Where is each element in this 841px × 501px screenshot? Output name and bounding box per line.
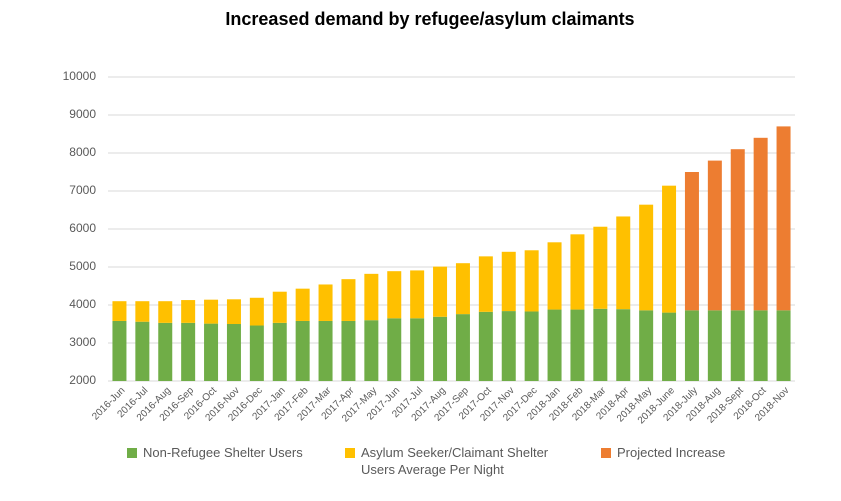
bar-segment [112,301,127,321]
legend-swatch [127,448,137,458]
bar-segment [204,299,219,324]
bar-segment [730,310,745,381]
bar-segment [455,263,470,315]
bar-segment [616,216,631,310]
bar-segment [158,322,173,381]
y-tick-label: 10000 [63,69,97,83]
bar-segment [570,309,585,381]
bar-segment [226,324,241,381]
chart-title: Increased demand by refugee/asylum claim… [225,9,634,29]
bar-segment [547,309,562,381]
bar-segment [387,271,402,319]
bar-segment [593,308,608,381]
bar-segment [364,273,379,321]
bar-segment [318,284,333,321]
bar-segment [662,185,677,313]
bar-segment [249,325,264,381]
bar-segment [753,137,768,311]
bar-segment [684,172,699,311]
bar-segment [639,310,654,381]
bar-segment [593,226,608,309]
bar-segment [455,314,470,381]
bar-segment [662,312,677,381]
legend-swatch [345,448,355,458]
bar-segment [501,311,516,381]
bar-segment [753,310,768,381]
bar-segment [181,300,196,323]
bar-segment [204,323,219,381]
bar-segment [158,301,173,323]
bar-segment [478,256,493,312]
bar-segment [433,316,448,381]
bar-segment [249,297,264,326]
legend-swatch [601,448,611,458]
y-tick-label: 9000 [69,107,96,121]
bar-segment [684,310,699,381]
bar-segment [226,299,241,324]
bar-segment [730,149,745,311]
bar-segment [524,311,539,381]
bar-segment [410,318,425,381]
bar-segment [272,291,287,323]
bar-segment [570,234,585,310]
y-tick-label: 6000 [69,221,96,235]
bar-segment [295,320,310,381]
bar-segment [433,266,448,317]
bar-segment [341,320,356,381]
y-tick-label: 4000 [69,297,96,311]
bar-segment [341,279,356,321]
bar-segment [478,311,493,381]
bar-segment [707,310,722,381]
y-tick-label: 8000 [69,145,96,159]
bar-segment [616,309,631,381]
bar-segment [295,288,310,321]
bar-segment [776,126,791,311]
legend-label: Asylum Seeker/Claimant Shelter Users Ave… [361,445,549,477]
y-tick-label: 3000 [69,335,96,349]
legend-item: Non-Refugee Shelter Users [127,444,303,461]
y-tick-label: 2000 [69,373,96,387]
legend-label: Projected Increase [617,445,726,460]
bar-segment [707,160,722,311]
bar-segment [135,321,150,381]
bar-segment [639,204,654,311]
y-tick-label: 7000 [69,183,96,197]
bar-segment [387,318,402,381]
bar-segment [776,310,791,381]
bar-segment [318,320,333,381]
bar-segment [501,251,516,312]
bar-segment [410,270,425,319]
legend-label: Non-Refugee Shelter Users [143,445,303,460]
bar-segment [547,242,562,310]
legend-item: Asylum Seeker/Claimant Shelter Users Ave… [345,444,585,478]
bar-segment [272,322,287,381]
legend-item: Projected Increase [601,444,725,461]
bar-segment [112,320,127,381]
bar-segment [364,320,379,381]
bar-segment [524,250,539,312]
bar-segment [181,322,196,381]
y-tick-label: 5000 [69,259,96,273]
bar-segment [135,301,150,322]
